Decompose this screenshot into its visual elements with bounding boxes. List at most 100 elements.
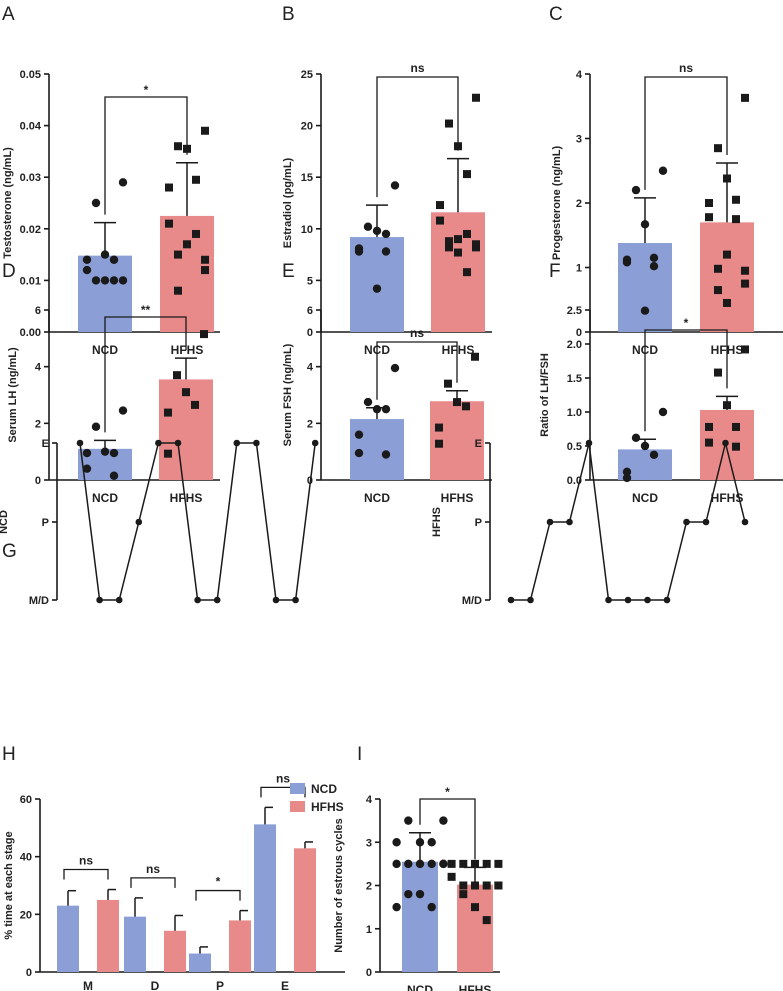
- panel-I: I 0 1 2 3 4 Number of estrous cycles NCD HFHS *: [333, 744, 503, 991]
- data-point: [436, 216, 444, 225]
- data-point: [404, 889, 413, 899]
- data-point: [640, 441, 650, 451]
- data-point: [100, 250, 110, 259]
- panel-H: 0 20 40 60 % time at each stage ns Mns D * Pns E NC…: [3, 771, 345, 991]
- data-point: [585, 439, 593, 447]
- y-tick-label: 0.04: [20, 121, 42, 133]
- y-tick-label: P: [475, 517, 482, 529]
- data-point: [392, 859, 401, 869]
- significance-label: *: [144, 83, 149, 97]
- y-tick-label: 0: [576, 327, 582, 339]
- bar-ncd: [254, 824, 276, 972]
- y-tick-label: 0: [366, 967, 372, 979]
- data-point: [566, 518, 573, 526]
- bar-hfhs: [164, 930, 186, 972]
- y-tick-label: 4: [576, 69, 583, 81]
- data-point: [427, 859, 436, 869]
- data-point: [135, 518, 143, 526]
- data-point: [109, 448, 119, 458]
- y-tick-label: 10: [301, 224, 313, 236]
- x-tick-label: NCD: [632, 491, 658, 505]
- data-point: [640, 306, 650, 315]
- y-tick-label: 2: [35, 418, 41, 430]
- bar-ncd: [124, 916, 146, 972]
- panel-letter: B: [282, 4, 295, 25]
- data-point: [392, 838, 401, 847]
- panel-letter: F: [549, 261, 561, 282]
- y-tick-label: 3: [366, 837, 372, 849]
- y-axis-label: Number of estrous cycles: [333, 818, 345, 953]
- data-point: [390, 181, 400, 190]
- data-point: [91, 276, 101, 285]
- y-axis-label: Serum LH (ng/mL): [7, 347, 19, 443]
- data-point: [741, 518, 749, 526]
- data-point: [732, 195, 740, 204]
- y-tick-label: 0: [307, 327, 313, 339]
- y-tick-label: 5: [307, 275, 313, 287]
- data-point: [165, 183, 173, 192]
- significance-bracket: [104, 96, 188, 215]
- data-point: [622, 467, 632, 477]
- data-point: [482, 916, 491, 925]
- data-point: [100, 447, 110, 456]
- y-tick-label: 6: [35, 305, 41, 317]
- data-point: [702, 518, 710, 526]
- data-point: [683, 518, 690, 526]
- data-point: [454, 235, 462, 244]
- bar-ncd: [189, 953, 211, 972]
- bar-hfhs: [457, 884, 493, 972]
- data-point: [363, 222, 373, 231]
- data-point: [115, 596, 123, 604]
- data-point: [445, 237, 453, 246]
- y-tick-label: 0.00: [20, 327, 41, 339]
- data-point: [732, 422, 740, 431]
- data-point: [472, 93, 480, 102]
- significance-label: ns: [410, 61, 424, 75]
- data-point: [435, 439, 443, 448]
- data-point: [381, 247, 391, 256]
- data-point: [453, 398, 461, 407]
- data-point: [192, 229, 200, 238]
- x-tick-label: E: [281, 979, 289, 991]
- data-point: [439, 859, 448, 869]
- data-point: [463, 170, 471, 179]
- y-tick-label: 25: [301, 69, 313, 81]
- y-tick-label: 2: [307, 418, 313, 430]
- data-point: [714, 368, 722, 377]
- data-point: [390, 363, 400, 373]
- bar-ncd: [57, 905, 79, 972]
- y-tick-label: 2.0: [567, 339, 582, 351]
- panel-D: D 0 2 4 6 Serum LH (ng/mL) NCD HFHS **: [2, 261, 220, 505]
- data-point: [91, 198, 101, 208]
- y-tick-label: 0: [26, 967, 32, 979]
- y-tick-label: 2.5: [567, 305, 582, 317]
- legend-swatch-ncd: [290, 783, 305, 794]
- data-point: [471, 903, 479, 912]
- data-point: [445, 119, 453, 128]
- y-tick-label: P: [42, 517, 49, 529]
- y-tick-label: 0.01: [20, 275, 41, 287]
- data-point: [118, 406, 128, 415]
- data-point: [372, 226, 382, 236]
- bar-hfhs: [294, 848, 316, 972]
- y-tick-label: 4: [35, 362, 42, 374]
- data-point: [527, 596, 534, 604]
- data-point: [118, 178, 128, 187]
- data-point: [463, 268, 471, 277]
- bar-hfhs: [159, 379, 213, 480]
- significance-label: ns: [146, 862, 160, 876]
- significance-bracket: [104, 316, 187, 433]
- significance-bracket: [130, 877, 176, 888]
- data-point: [165, 219, 173, 228]
- y-tick-label: 4: [366, 794, 373, 806]
- data-point: [714, 144, 722, 153]
- data-point: [445, 243, 453, 252]
- data-point: [705, 213, 713, 222]
- x-tick-label: HFHS: [711, 491, 744, 505]
- data-point: [213, 596, 221, 604]
- data-point: [649, 450, 659, 460]
- data-point: [622, 258, 632, 267]
- panel-letter: H: [2, 744, 16, 765]
- data-point: [447, 872, 456, 881]
